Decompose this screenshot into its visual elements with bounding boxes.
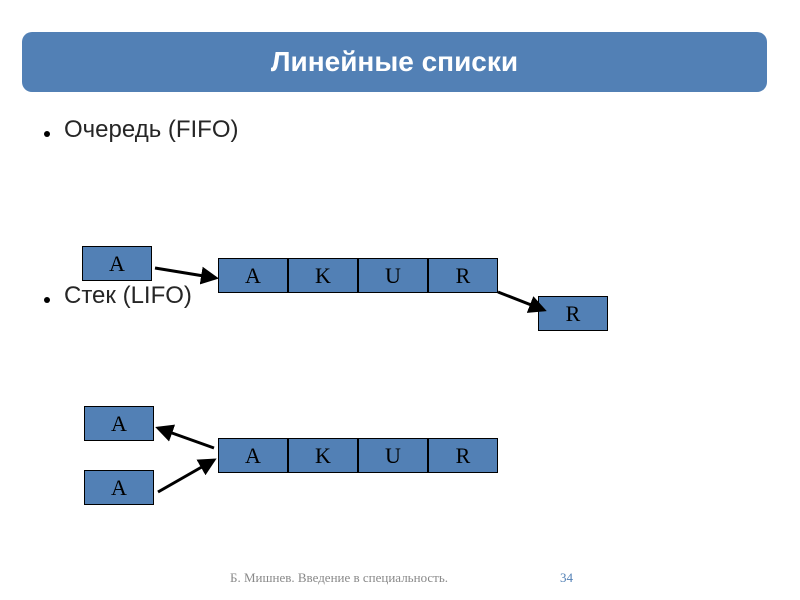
footer-page-number: 34 xyxy=(560,570,573,585)
slide: Линейные списки Очередь (FIFO) Стек (LIF… xyxy=(0,0,800,600)
lifo-row-2: U xyxy=(358,438,428,473)
lifo-cell-label: K xyxy=(315,443,331,469)
bullet-fifo: Очередь (FIFO) xyxy=(44,116,239,144)
title-text: Линейные списки xyxy=(271,46,518,78)
fifo-row-1: K xyxy=(288,258,358,293)
bullet-dot-icon xyxy=(44,297,50,303)
lifo-cell-label: A xyxy=(245,443,261,469)
lifo-bot-box: A xyxy=(84,470,154,505)
fifo-cell-label: K xyxy=(315,263,331,289)
footer-author-text: Б. Мишнев. Введение в специальность. xyxy=(230,570,448,585)
footer-page: 34 xyxy=(560,570,573,586)
fifo-out-box: R xyxy=(538,296,608,331)
fifo-cell-label: A xyxy=(245,263,261,289)
lifo-row-3: R xyxy=(428,438,498,473)
bullet-lifo-text: Стек (LIFO) xyxy=(64,282,192,310)
fifo-out-label: R xyxy=(566,301,581,327)
footer-author: Б. Мишнев. Введение в специальность. xyxy=(230,570,448,586)
lifo-bot-label: A xyxy=(111,475,127,501)
lifo-top-box: A xyxy=(84,406,154,441)
fifo-in-label: A xyxy=(109,251,125,277)
fifo-in-box: A xyxy=(82,246,152,281)
fifo-cell-label: R xyxy=(456,263,471,289)
fifo-row-3: R xyxy=(428,258,498,293)
bullet-dot-icon xyxy=(44,131,50,137)
lifo-row-0: A xyxy=(218,438,288,473)
bullet-lifo: Стек (LIFO) xyxy=(44,282,192,310)
lifo-top-label: A xyxy=(111,411,127,437)
fifo-cell-label: U xyxy=(385,263,401,289)
lifo-cell-label: U xyxy=(385,443,401,469)
fifo-row-2: U xyxy=(358,258,428,293)
fifo-row-0: A xyxy=(218,258,288,293)
lifo-row-1: K xyxy=(288,438,358,473)
lifo-cell-label: R xyxy=(456,443,471,469)
bullet-fifo-text: Очередь (FIFO) xyxy=(64,116,239,144)
title-bar: Линейные списки xyxy=(22,32,767,92)
